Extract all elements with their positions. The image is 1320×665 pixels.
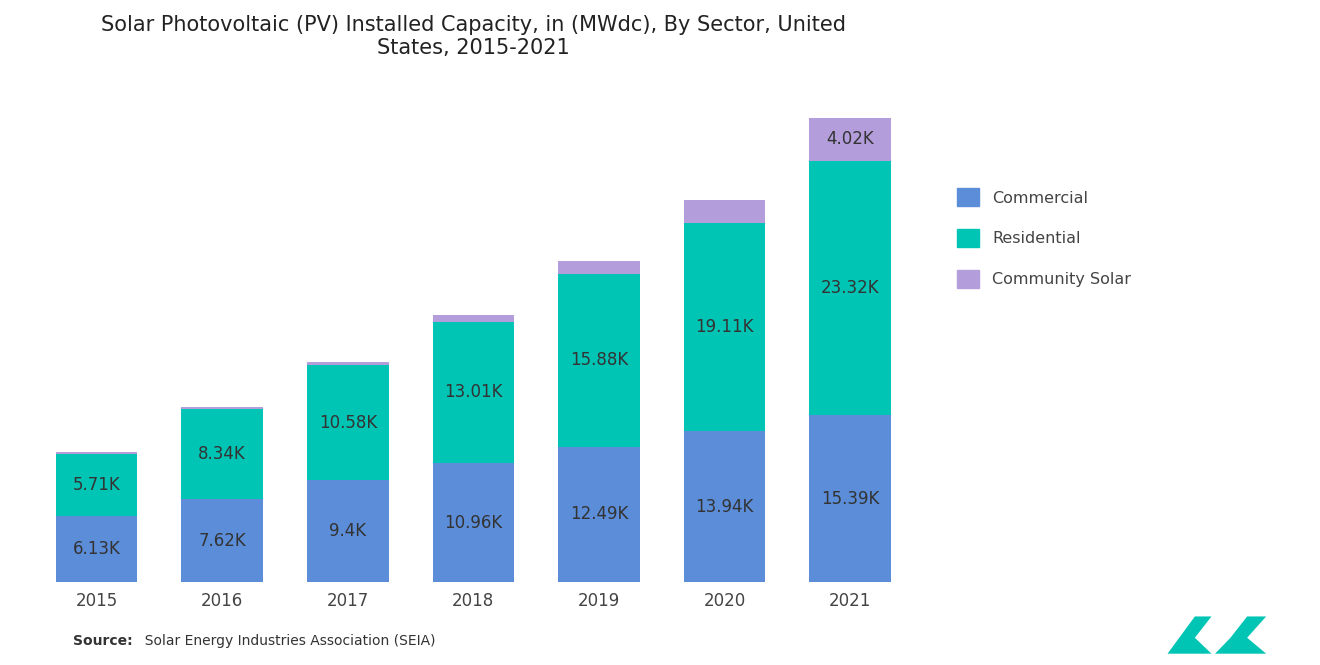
Bar <box>433 322 515 463</box>
Text: Solar Energy Industries Association (SEIA): Solar Energy Industries Association (SEI… <box>136 634 436 648</box>
Bar <box>809 162 891 415</box>
Text: 23.32K: 23.32K <box>821 279 879 297</box>
Text: 15.39K: 15.39K <box>821 489 879 507</box>
Text: 13.94K: 13.94K <box>696 497 754 515</box>
Title: Solar Photovoltaic (PV) Installed Capacity, in (MWdc), By Sector, United
States,: Solar Photovoltaic (PV) Installed Capaci… <box>100 15 846 59</box>
Text: Source:: Source: <box>73 634 132 648</box>
Bar <box>55 454 137 515</box>
Text: 5.71K: 5.71K <box>73 475 120 493</box>
Text: 7.62K: 7.62K <box>198 532 246 550</box>
Bar <box>433 315 515 322</box>
Bar <box>809 118 891 162</box>
Text: 15.88K: 15.88K <box>570 351 628 369</box>
Bar <box>684 223 766 431</box>
Text: 19.11K: 19.11K <box>696 318 754 336</box>
Bar <box>433 463 515 583</box>
Bar <box>308 362 388 365</box>
Bar <box>558 261 640 274</box>
Bar <box>181 409 263 499</box>
Bar <box>558 446 640 583</box>
Bar <box>55 515 137 583</box>
Bar <box>684 200 766 223</box>
Bar <box>308 365 388 480</box>
Polygon shape <box>1167 616 1212 654</box>
Text: 8.34K: 8.34K <box>198 445 246 463</box>
Bar <box>308 480 388 583</box>
Bar <box>684 431 766 583</box>
Bar <box>558 274 640 446</box>
Text: 10.58K: 10.58K <box>318 414 378 432</box>
Text: 13.01K: 13.01K <box>444 384 503 402</box>
Text: 6.13K: 6.13K <box>73 540 120 558</box>
Text: 9.4K: 9.4K <box>329 522 367 540</box>
Text: 10.96K: 10.96K <box>445 514 503 532</box>
Text: 4.02K: 4.02K <box>826 130 874 148</box>
Polygon shape <box>1214 616 1266 654</box>
Bar <box>55 452 137 454</box>
Legend: Commercial, Residential, Community Solar: Commercial, Residential, Community Solar <box>949 180 1139 296</box>
Bar <box>181 407 263 409</box>
Bar <box>809 415 891 583</box>
Bar <box>181 499 263 583</box>
Text: 12.49K: 12.49K <box>570 505 628 523</box>
